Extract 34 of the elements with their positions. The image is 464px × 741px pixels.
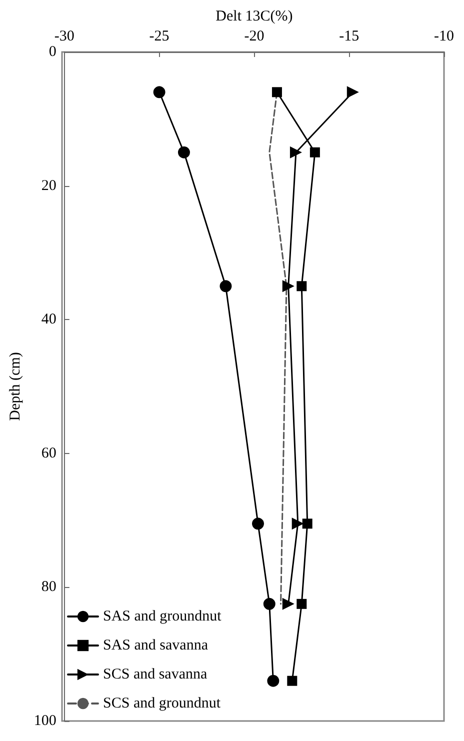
y-tick-label: 20 bbox=[41, 178, 56, 194]
x-tick-label: -30 bbox=[54, 28, 74, 44]
point bbox=[272, 87, 282, 98]
y-tick-label: 100 bbox=[34, 713, 56, 729]
x-tick-label: -25 bbox=[149, 28, 170, 44]
point bbox=[263, 598, 276, 610]
point bbox=[178, 146, 190, 158]
x-tick-label: -20 bbox=[244, 28, 264, 44]
point bbox=[252, 518, 264, 530]
x-tick-label: -10 bbox=[434, 28, 454, 44]
point bbox=[153, 86, 166, 98]
point bbox=[346, 86, 359, 98]
point bbox=[310, 147, 320, 158]
point bbox=[282, 280, 294, 292]
y-tick-label: 80 bbox=[41, 579, 56, 596]
point bbox=[302, 518, 312, 529]
x-tick-label: -15 bbox=[339, 28, 360, 44]
point bbox=[290, 146, 302, 158]
point bbox=[296, 281, 307, 292]
legend-label: SAS and groundnut bbox=[103, 608, 222, 624]
y-axis-title: Depth (cm) bbox=[8, 352, 24, 421]
point bbox=[220, 280, 232, 292]
point bbox=[282, 598, 294, 610]
legend-label: SCS and savanna bbox=[103, 666, 208, 682]
legend-label: SCS and groundnut bbox=[103, 696, 222, 712]
y-tick-label: 40 bbox=[41, 312, 56, 328]
point bbox=[296, 598, 307, 609]
x-axis-title: Delt 13C(%) bbox=[216, 8, 293, 24]
point bbox=[292, 518, 304, 530]
y-tick-label: 60 bbox=[41, 445, 56, 462]
legend-label: SAS and savanna bbox=[103, 638, 208, 654]
y-tick-label: 0 bbox=[48, 44, 56, 60]
point bbox=[267, 674, 280, 687]
point bbox=[287, 676, 298, 686]
